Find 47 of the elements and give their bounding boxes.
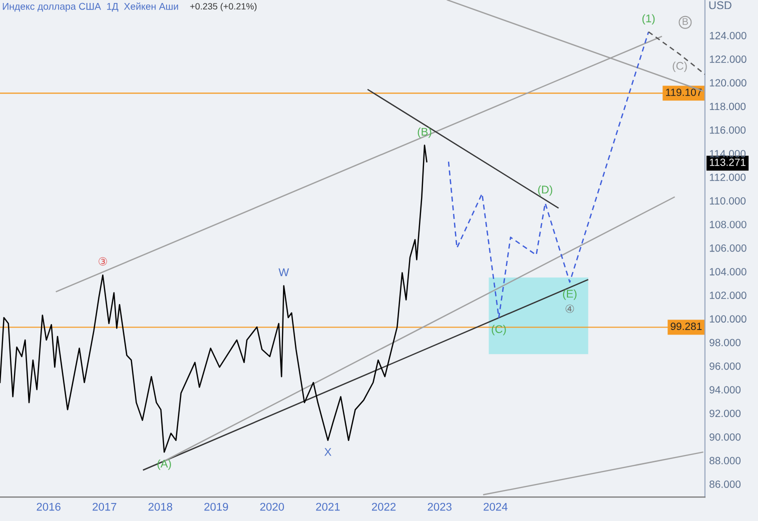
y-tick-label: 110.000	[710, 197, 746, 205]
y-axis-title: USD	[709, 1, 732, 10]
annotation: ④	[566, 304, 574, 313]
y-tick-label: 122.000	[710, 56, 746, 63]
x-tick-label: 2016	[36, 502, 60, 511]
annotation: (E)	[563, 289, 576, 300]
y-tick-label: 104.000	[710, 268, 746, 276]
y-tick-label: 98.000	[710, 338, 741, 346]
y-tick-label: 94.000	[710, 386, 741, 394]
y-tick-label: 86.000	[710, 480, 741, 488]
annotation: ③	[98, 257, 107, 266]
y-tick-label: 112.000	[710, 174, 746, 181]
chart-subtitle: +0.235 (+0.21%)	[190, 2, 256, 12]
x-tick-label: 2019	[204, 502, 228, 511]
ref-line-label: 119.107	[666, 88, 702, 96]
y-tick-label: 92.000	[710, 410, 741, 418]
y-tick-label: 124.000	[710, 32, 746, 40]
x-tick-label: 2020	[260, 502, 284, 511]
line-series	[448, 31, 650, 318]
y-tick-label: 90.000	[710, 433, 741, 441]
annotation: (D)	[538, 185, 552, 196]
annotation: X	[324, 448, 332, 456]
y-tick-label: 108.000	[710, 220, 746, 228]
x-tick-label: 2018	[148, 502, 172, 511]
x-tick-label: 2021	[316, 502, 340, 511]
annotation: W	[278, 268, 289, 276]
y-tick-label: 113.271	[710, 158, 746, 166]
x-tick-label: 2023	[428, 502, 452, 511]
y-tick-label: 118.000	[710, 102, 746, 110]
annotation: B	[682, 18, 688, 25]
annotation: (1)	[642, 14, 655, 25]
annotation: (C)	[492, 324, 506, 336]
y-tick-label: 120.000	[710, 79, 746, 87]
annotation: (B)	[418, 128, 432, 138]
y-tick-label: 106.000	[710, 244, 746, 252]
y-tick-label: 88.000	[710, 456, 741, 464]
annotation: (C)	[672, 62, 687, 72]
annotation: (A)	[158, 459, 171, 470]
chart-title: Индекс доллара США 1Д Хейкен Аши	[2, 2, 178, 12]
y-tick-label: 96.000	[710, 362, 741, 370]
x-tick-label: 2022	[372, 502, 396, 511]
ref-line-label: 99.281	[670, 322, 702, 330]
y-tick-label: 102.000	[710, 292, 746, 300]
x-tick-label: 2017	[92, 502, 116, 511]
y-tick-label: 100.000	[710, 315, 746, 323]
y-tick-label: 116.000	[710, 126, 746, 134]
x-tick-label: 2024	[484, 502, 508, 511]
